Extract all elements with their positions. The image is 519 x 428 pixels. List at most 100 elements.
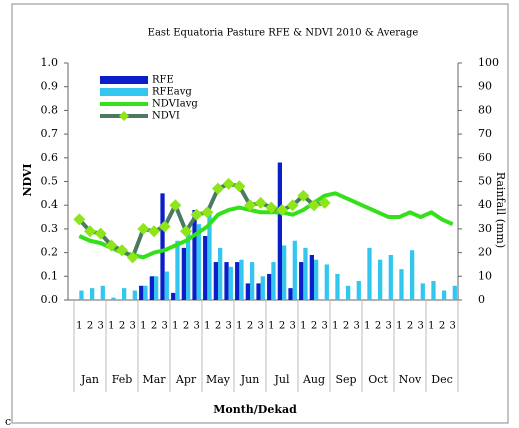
y-tick-label: 0.5 (41, 175, 59, 188)
bar (186, 228, 191, 300)
x-tick-label: 1 (140, 321, 146, 332)
bar (224, 262, 229, 300)
bar (292, 240, 297, 300)
bar (303, 247, 308, 300)
x-tick-label: 1 (76, 321, 82, 332)
bar (245, 283, 250, 300)
month-label: Jul (273, 373, 289, 386)
bar (260, 276, 265, 300)
bar (239, 259, 244, 300)
x-tick-label: 3 (449, 321, 455, 332)
bar (132, 290, 137, 300)
legend-swatch (100, 76, 148, 84)
month-label: May (206, 373, 231, 386)
legend-label: NDVIavg (152, 99, 198, 110)
y-tick-label: 0.8 (41, 103, 59, 116)
x-tick-label: 1 (172, 321, 178, 332)
bar (335, 273, 340, 300)
corner-text: c (5, 415, 11, 428)
marker (222, 177, 235, 190)
x-tick-label: 2 (87, 321, 93, 332)
x-tick-label: 1 (236, 321, 242, 332)
marker (84, 225, 96, 238)
bar (452, 285, 457, 300)
y2-tick-label: 30 (478, 222, 492, 235)
x-tick-label: 2 (247, 321, 253, 332)
marker (318, 196, 331, 209)
bar (346, 285, 351, 300)
bar (171, 292, 176, 300)
chart-title: East Equatoria Pasture RFE & NDVI 2010 &… (148, 28, 419, 39)
bar (160, 193, 165, 300)
marker (308, 199, 320, 212)
x-tick-label: 3 (193, 321, 199, 332)
x-tick-label: 3 (289, 321, 295, 332)
bar (442, 290, 447, 300)
marker (169, 199, 182, 212)
month-label: Feb (112, 373, 133, 386)
x-tick-label: 2 (279, 321, 285, 332)
x-tick-label: 2 (215, 321, 221, 332)
marker (286, 199, 299, 212)
bar (324, 264, 329, 300)
bar (181, 247, 186, 300)
x-tick-label: 1 (396, 321, 402, 332)
bar (90, 288, 95, 300)
bar (250, 262, 255, 300)
y-tick-label: 0.3 (41, 222, 59, 235)
bar (203, 236, 208, 300)
x-tick-label: 3 (161, 321, 167, 332)
marker (105, 239, 118, 252)
x-tick-label: 1 (332, 321, 338, 332)
y-tick-label: 0.7 (41, 127, 59, 140)
month-label: Dec (431, 373, 453, 386)
bar (367, 247, 372, 300)
bar (356, 281, 361, 300)
y2-tick-label: 100 (478, 56, 499, 69)
marker (212, 182, 224, 195)
marker (265, 201, 278, 214)
bar (267, 273, 272, 300)
bar (143, 285, 148, 300)
bar (388, 254, 393, 300)
bar (299, 262, 304, 300)
month-label: Nov (399, 373, 422, 386)
x-tick-label: 2 (439, 321, 445, 332)
y-tick-label: 0.1 (41, 269, 59, 282)
marker (201, 206, 214, 219)
legend-swatch (100, 88, 148, 96)
x-tick-label: 3 (97, 321, 103, 332)
month-label: Apr (175, 373, 197, 386)
month-label: Oct (368, 373, 388, 386)
bar (256, 283, 261, 300)
bar (431, 281, 436, 300)
y2-tick-label: 20 (478, 246, 492, 259)
month-label: Jan (80, 373, 99, 386)
marker (297, 189, 310, 202)
y-tick-label: 0.4 (41, 198, 59, 211)
y2-axis-title: Rainfall (mm) (494, 172, 507, 248)
x-tick-label: 3 (257, 321, 263, 332)
y-tick-label: 0.9 (41, 80, 59, 93)
x-tick-label: 3 (129, 321, 135, 332)
bar (192, 209, 197, 300)
month-label: Aug (302, 373, 325, 386)
x-tick-label: 1 (204, 321, 210, 332)
x-tick-label: 2 (407, 321, 413, 332)
y2-tick-label: 50 (478, 175, 492, 188)
bar (235, 262, 240, 300)
bar (271, 262, 276, 300)
legend-label: RFEavg (152, 87, 192, 98)
bar (399, 269, 404, 300)
x-tick-label: 1 (428, 321, 434, 332)
y-tick-label: 0.6 (41, 151, 59, 164)
y-tick-label: 0.2 (41, 246, 59, 259)
y2-tick-label: 90 (478, 80, 492, 93)
month-label: Mar (142, 373, 166, 386)
x-tick-label: 2 (343, 321, 349, 332)
marker (254, 196, 267, 209)
marker (116, 244, 128, 257)
x-tick-label: 2 (119, 321, 125, 332)
marker (148, 225, 160, 238)
